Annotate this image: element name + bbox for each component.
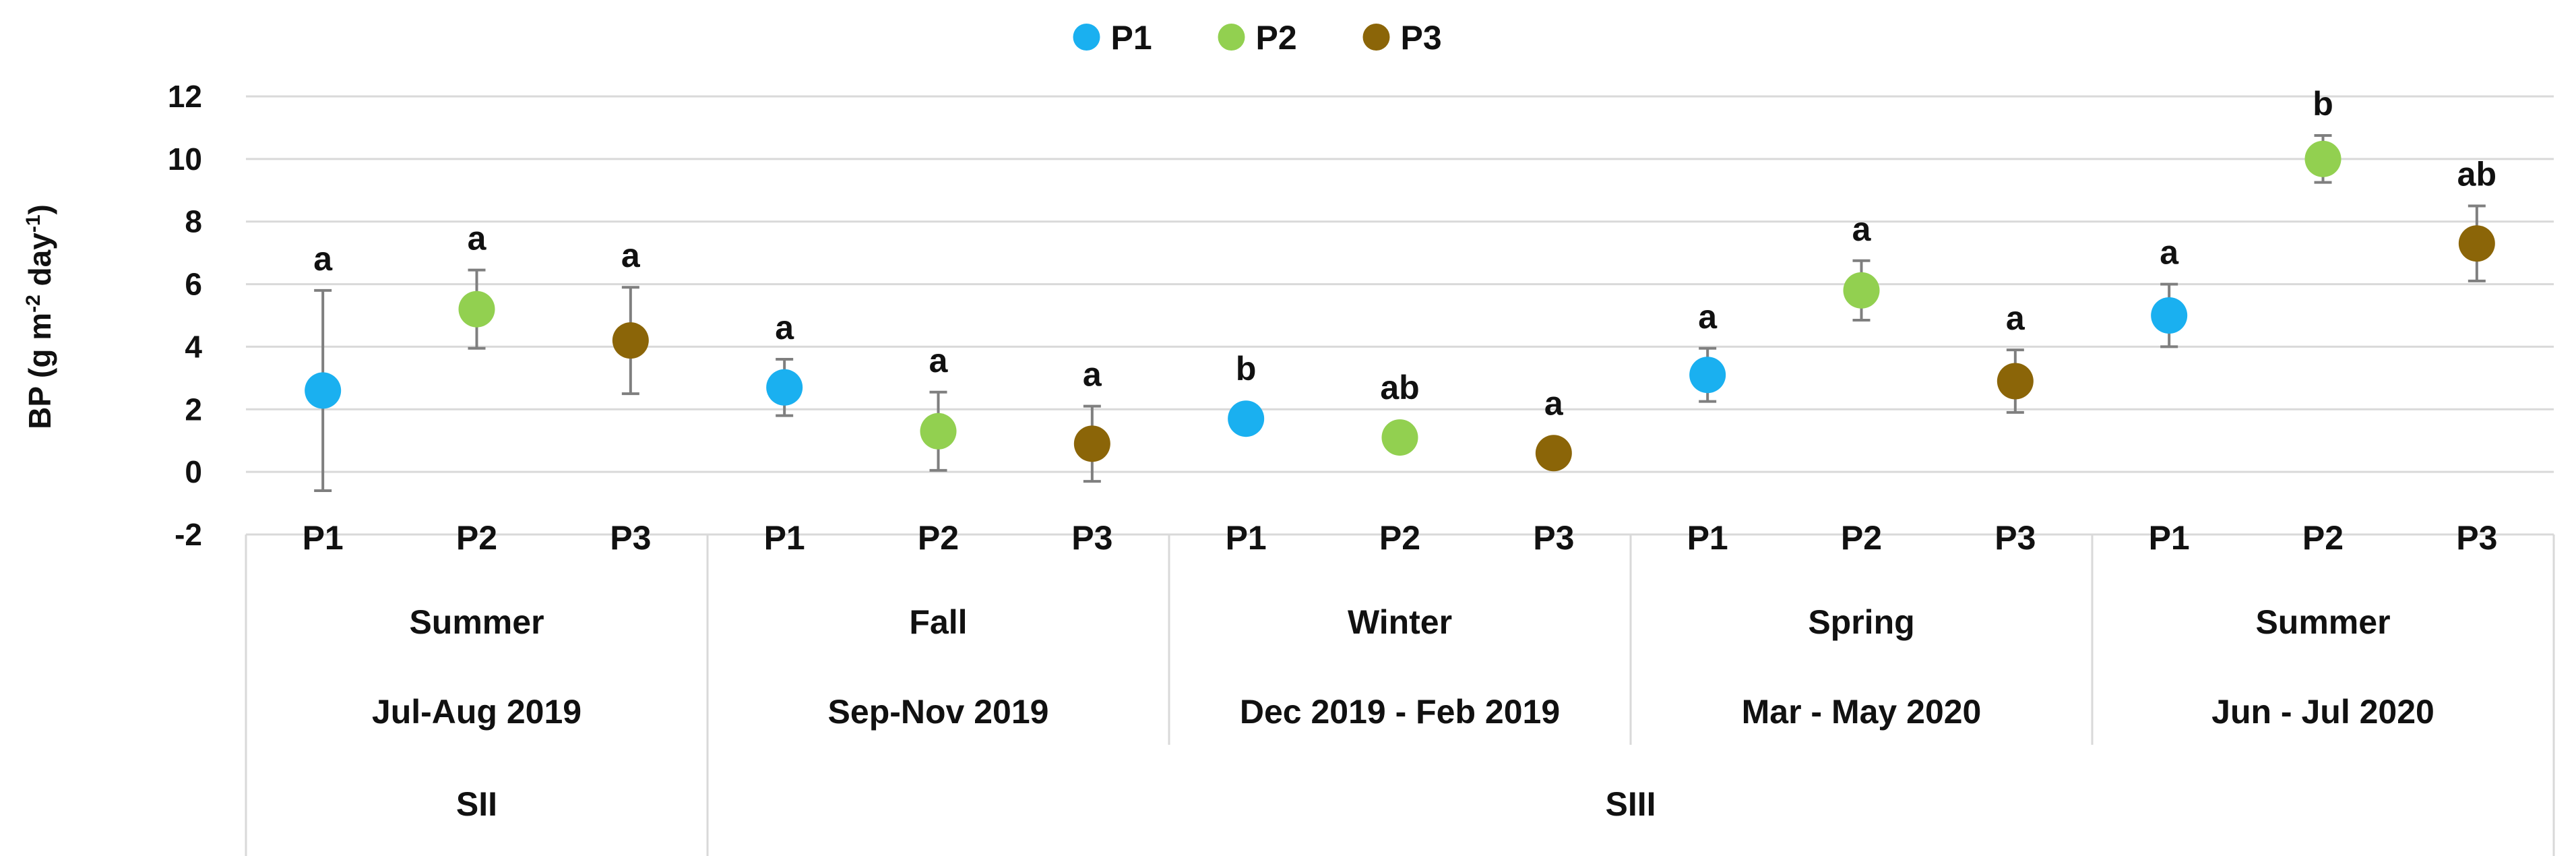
x-tick-label: P3 <box>1533 519 1574 557</box>
point-p2 <box>920 412 957 450</box>
significance-label: a <box>1083 356 1102 394</box>
season-label: Fall <box>909 603 967 641</box>
gridlines <box>246 95 2554 536</box>
significance-label: a <box>1698 298 1718 336</box>
data-points <box>305 140 2495 472</box>
point-p3 <box>1535 435 1572 472</box>
significance-label: a <box>468 220 487 257</box>
x-tick-label: P2 <box>1379 519 1420 557</box>
significance-label: a <box>2160 234 2179 272</box>
season-label: Winter <box>1348 603 1452 641</box>
group-label: SII <box>456 785 497 823</box>
period-dates-label: Jul-Aug 2019 <box>372 693 582 731</box>
y-tick-label: -2 <box>175 517 202 552</box>
legend-label-p3: P3 <box>1401 19 1442 57</box>
significance-label: a <box>2006 299 2025 337</box>
legend-label-p1: P1 <box>1111 19 1152 57</box>
point-p3 <box>1073 425 1110 462</box>
legend-label-p2: P2 <box>1256 19 1297 57</box>
point-p1 <box>1228 400 1265 437</box>
y-tick-label: 12 <box>168 79 202 114</box>
x-tick-label: P2 <box>2302 519 2344 557</box>
y-tick-label: 4 <box>185 329 202 364</box>
point-p1 <box>2151 297 2188 334</box>
x-tick-label: P3 <box>1071 519 1112 557</box>
season-label: Summer <box>409 603 544 641</box>
x-tick-label: P2 <box>918 519 959 557</box>
point-p3 <box>1997 363 2034 400</box>
y-tick-label: 0 <box>185 454 202 489</box>
y-tick-label: 6 <box>185 267 202 302</box>
y-axis-ticks: -2 0 2 4 6 8 10 12 <box>168 79 203 552</box>
group-label: SIII <box>1605 785 1656 823</box>
significance-label: a <box>621 237 641 274</box>
significance-label: a <box>313 240 333 278</box>
significance-label: a <box>775 309 794 346</box>
significance-label: b <box>2313 85 2333 123</box>
point-p2 <box>458 291 495 328</box>
point-p3 <box>612 322 649 359</box>
x-tick-label: P3 <box>610 519 651 557</box>
point-p3 <box>2458 225 2495 262</box>
y-axis-title: BP (g m-2 day-1) <box>22 204 58 429</box>
x-tick-label: P2 <box>1841 519 1882 557</box>
x-tick-label: P1 <box>1687 519 1728 557</box>
point-p2 <box>2304 140 2342 177</box>
significance-label: a <box>1544 384 1564 422</box>
period-dates-label: Jun - Jul 2020 <box>2211 693 2434 731</box>
significance-label: b <box>1236 350 1257 388</box>
legend-marker-p1 <box>1073 24 1100 51</box>
x-tick-label: P2 <box>456 519 497 557</box>
point-p1 <box>1689 357 1726 394</box>
x-tick-label: P3 <box>2456 519 2497 557</box>
x-tick-label: P1 <box>303 519 344 557</box>
category-axis: P1 P2 P3 Summer Jul-Aug 2019 P1 P2 P3 Fall Sep-No… <box>245 519 2555 856</box>
significance-label: a <box>1852 210 1872 248</box>
y-tick-label: 8 <box>185 204 202 239</box>
legend-marker-p3 <box>1362 24 1390 51</box>
point-p2 <box>1381 419 1418 456</box>
season-label: Summer <box>2255 603 2390 641</box>
y-tick-label: 10 <box>168 142 202 177</box>
significance-label: ab <box>1380 369 1419 406</box>
x-tick-label: P1 <box>764 519 805 557</box>
significance-label: ab <box>2457 156 2496 193</box>
point-p1 <box>766 369 803 406</box>
significance-label: a <box>929 342 949 379</box>
period-dates-label: Mar - May 2020 <box>1742 693 1982 731</box>
x-tick-label: P1 <box>2149 519 2190 557</box>
season-label: Spring <box>1808 603 1914 641</box>
point-p1 <box>305 372 342 409</box>
legend-marker-p2 <box>1218 24 1245 51</box>
period-dates-label: Sep-Nov 2019 <box>828 693 1049 731</box>
period-dates-label: Dec 2019 - Feb 2019 <box>1240 693 1560 731</box>
point-p2 <box>1843 272 1880 309</box>
y-tick-label: 2 <box>185 392 202 427</box>
x-tick-label: P1 <box>1226 519 1267 557</box>
x-tick-label: P3 <box>1994 519 2036 557</box>
legend: P1 P2 P3 <box>1073 19 1442 57</box>
